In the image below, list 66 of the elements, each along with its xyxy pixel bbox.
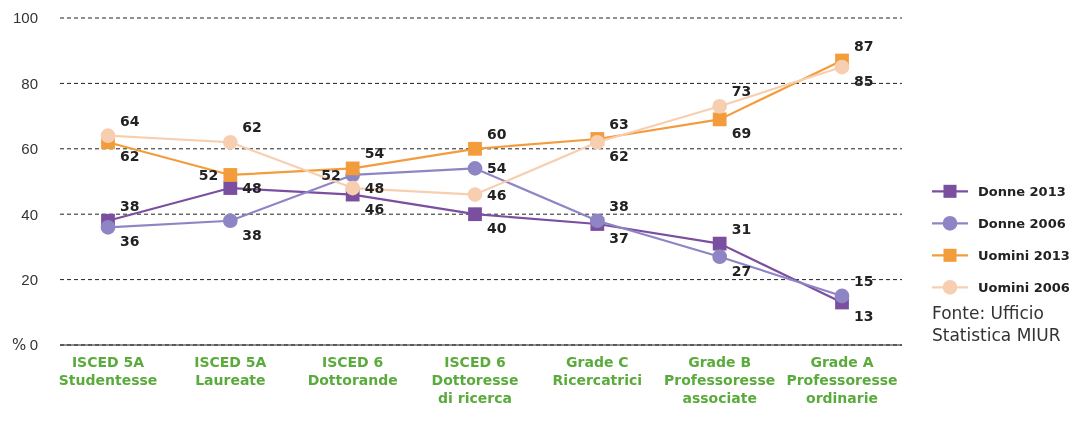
point <box>468 141 482 156</box>
data-label: 38 <box>120 197 140 214</box>
x-tick-label: Grade C Ricercatrici <box>552 354 643 388</box>
point <box>834 288 850 304</box>
x-tick-label: ISCED 5A Studentesse <box>58 354 158 388</box>
y-tick-label: 60 <box>21 140 38 158</box>
data-label: 36 <box>120 233 140 250</box>
point <box>589 213 605 229</box>
legend-label: Donne 2006 <box>978 216 1066 232</box>
data-label: 62 <box>120 148 140 165</box>
data-label: 48 <box>364 180 385 197</box>
data-label: 13 <box>854 308 874 325</box>
data-label: 69 <box>731 125 752 142</box>
data-label: 54 <box>487 160 507 177</box>
source-note: Fonte: Ufficio Statistica MIUR <box>932 302 1061 345</box>
legend-label: Donne 2013 <box>978 184 1066 200</box>
y-axis-title: % <box>12 336 27 354</box>
data-label: 63 <box>609 115 629 132</box>
y-tick-label: 0 <box>29 336 38 354</box>
y-tick-label: 80 <box>21 74 38 92</box>
point <box>223 181 238 195</box>
data-label: 15 <box>854 272 874 289</box>
point <box>712 236 727 251</box>
data-label: 52 <box>198 166 219 183</box>
data-label: 85 <box>854 73 874 90</box>
y-tick-label: 40 <box>21 205 38 223</box>
point <box>712 249 728 265</box>
point <box>712 98 728 114</box>
point <box>222 134 238 150</box>
x-tick-label: Grade A Professoresse ordinarie <box>786 354 898 406</box>
data-label: 64 <box>120 112 140 129</box>
point <box>223 168 238 182</box>
data-label: 62 <box>242 119 262 136</box>
legend-label: Uomini 2006 <box>978 280 1070 296</box>
data-label: 60 <box>487 125 507 142</box>
x-tick-label: ISCED 6 Dottorande <box>307 354 398 388</box>
data-label: 46 <box>364 200 385 217</box>
point <box>589 134 605 150</box>
data-label: 38 <box>609 197 629 214</box>
point <box>222 213 238 229</box>
data-label: 40 <box>487 220 507 237</box>
data-label: 38 <box>242 226 262 243</box>
data-label: 87 <box>854 37 874 54</box>
point <box>100 219 116 235</box>
legend-label: Uomini 2013 <box>978 248 1070 264</box>
x-tick-label: ISCED 5A Laureate <box>194 354 267 388</box>
point <box>712 112 727 127</box>
x-tick-label: ISCED 6 Dottoresse di ricerca <box>431 354 519 406</box>
point <box>345 161 360 176</box>
data-label: 37 <box>609 230 629 247</box>
data-label: 54 <box>364 145 385 162</box>
point <box>467 187 483 202</box>
data-label: 46 <box>487 186 507 203</box>
point <box>467 161 483 176</box>
y-tick-label: 100 <box>12 9 38 27</box>
data-label: 52 <box>321 166 341 183</box>
point <box>100 128 116 144</box>
data-label: 27 <box>731 262 752 279</box>
x-tick-label: Grade B Professoresse associate <box>664 354 776 406</box>
data-label: 31 <box>731 220 752 237</box>
point <box>345 180 361 196</box>
point <box>468 207 482 222</box>
data-label: 62 <box>609 148 629 165</box>
data-label: 73 <box>731 83 752 100</box>
y-tick-label: 20 <box>21 270 38 288</box>
point <box>834 59 850 75</box>
